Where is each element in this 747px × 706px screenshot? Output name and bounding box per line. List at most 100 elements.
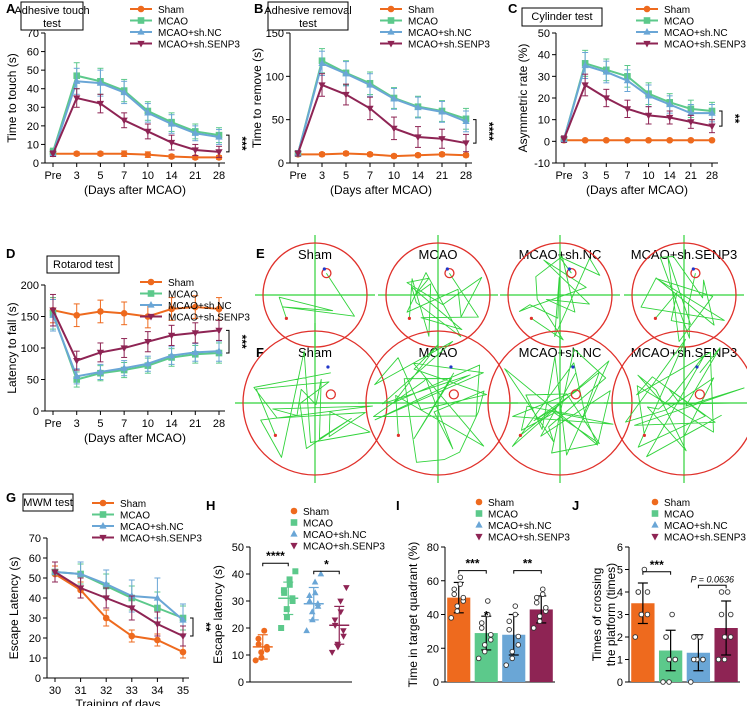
series-line xyxy=(52,309,220,362)
panel-letter-C: C xyxy=(508,1,518,16)
legend-marker xyxy=(137,5,145,13)
data-point xyxy=(537,613,543,619)
significance-label: ** xyxy=(728,114,742,124)
legend-label: MCAO+sh.NC xyxy=(120,522,184,533)
y-tick-label: 10 xyxy=(538,115,550,127)
x-tick-label: 5 xyxy=(97,170,103,182)
data-point xyxy=(120,310,128,317)
significance-label: P = 0.0636 xyxy=(691,574,734,584)
y-tick-label: 80 xyxy=(427,542,439,554)
data-point xyxy=(191,330,199,337)
y-tick-label: 70 xyxy=(27,28,39,40)
legend-label: MCAO xyxy=(664,510,694,521)
data-point xyxy=(506,626,512,633)
data-point xyxy=(286,576,293,583)
legend-marker xyxy=(643,40,651,48)
bar xyxy=(474,633,498,682)
data-point xyxy=(666,679,672,685)
data-point xyxy=(623,106,632,113)
y-tick-label: 0 xyxy=(33,406,39,418)
data-point xyxy=(602,95,610,102)
data-point xyxy=(76,570,85,577)
data-point xyxy=(96,367,105,375)
data-point xyxy=(73,311,81,319)
chart-title: Adhesive touch xyxy=(14,5,89,17)
data-point xyxy=(283,614,290,621)
x-tick-label: 14 xyxy=(412,170,424,182)
x-tick-label: 10 xyxy=(388,170,400,182)
data-point xyxy=(641,566,648,573)
legend-label: MCAO+sh.NC xyxy=(158,28,222,39)
data-point xyxy=(191,129,199,136)
x-tick-label: 31 xyxy=(74,685,86,697)
chart-title: Adhesive removal xyxy=(264,5,351,17)
x-axis-label: (Days after MCAO) xyxy=(84,431,186,445)
data-point xyxy=(144,339,152,346)
significance-bracket xyxy=(697,584,727,589)
data-point xyxy=(485,611,491,618)
x-tick-label: 7 xyxy=(367,170,373,182)
y-tick-label: 2 xyxy=(617,632,623,644)
data-point xyxy=(294,150,302,158)
legend-marker xyxy=(475,498,483,506)
x-tick-label: 5 xyxy=(343,170,349,182)
significance-bracket xyxy=(719,110,723,127)
y-tick-label: 60 xyxy=(427,576,439,588)
data-point xyxy=(331,622,339,629)
legend-label: MCAO+sh.SENP3 xyxy=(120,534,202,545)
data-point xyxy=(390,94,398,102)
x-tick-label: 28 xyxy=(460,170,472,182)
data-point xyxy=(342,150,350,157)
data-point xyxy=(635,589,642,595)
data-point xyxy=(342,91,350,99)
data-point xyxy=(448,615,454,621)
data-point xyxy=(485,598,491,604)
data-point xyxy=(515,633,522,640)
data-point xyxy=(509,655,515,662)
data-point xyxy=(179,616,187,623)
data-point xyxy=(724,589,731,595)
data-point xyxy=(144,151,152,158)
series-line xyxy=(52,306,220,318)
series-line xyxy=(52,80,220,155)
data-point xyxy=(451,586,457,592)
x-tick-label: 21 xyxy=(189,418,201,430)
panel-letter-J: J xyxy=(572,498,579,513)
data-point xyxy=(645,136,652,144)
y-axis-label: Asymmetric rate (%) xyxy=(516,44,530,153)
significance-label: ** xyxy=(199,622,213,632)
data-point xyxy=(506,618,512,625)
significance-label: **** xyxy=(482,122,496,141)
x-tick-label: 14 xyxy=(165,170,177,182)
y-tick-label: 60 xyxy=(27,47,39,59)
panel-letter-E: E xyxy=(256,246,265,261)
data-point xyxy=(414,103,422,111)
data-point xyxy=(96,100,105,108)
data-point xyxy=(314,600,322,607)
data-point xyxy=(318,59,326,66)
legend-marker xyxy=(475,510,483,517)
y-tick-label: 0 xyxy=(35,673,41,685)
data-point xyxy=(179,648,187,656)
panel-letter-I: I xyxy=(396,498,400,513)
data-point xyxy=(457,574,464,581)
maze-end-dot xyxy=(691,267,695,271)
y-axis-label: Time to remove (s) xyxy=(250,48,264,148)
x-tick-label: 30 xyxy=(49,685,61,697)
chart-title: Cylinder test xyxy=(531,11,592,23)
significance-label: * xyxy=(324,557,329,571)
data-point xyxy=(144,108,152,116)
y-tick-label: 50 xyxy=(272,115,284,127)
y-tick-label: 150 xyxy=(21,312,39,324)
data-point xyxy=(581,82,589,89)
data-point xyxy=(342,69,350,77)
data-point xyxy=(462,151,470,159)
significance-label: ** xyxy=(523,557,533,571)
legend-marker xyxy=(147,313,155,321)
legend-label: MCAO+sh.SENP3 xyxy=(158,40,240,51)
data-point xyxy=(258,654,265,661)
x-tick-label: 14 xyxy=(664,170,676,182)
